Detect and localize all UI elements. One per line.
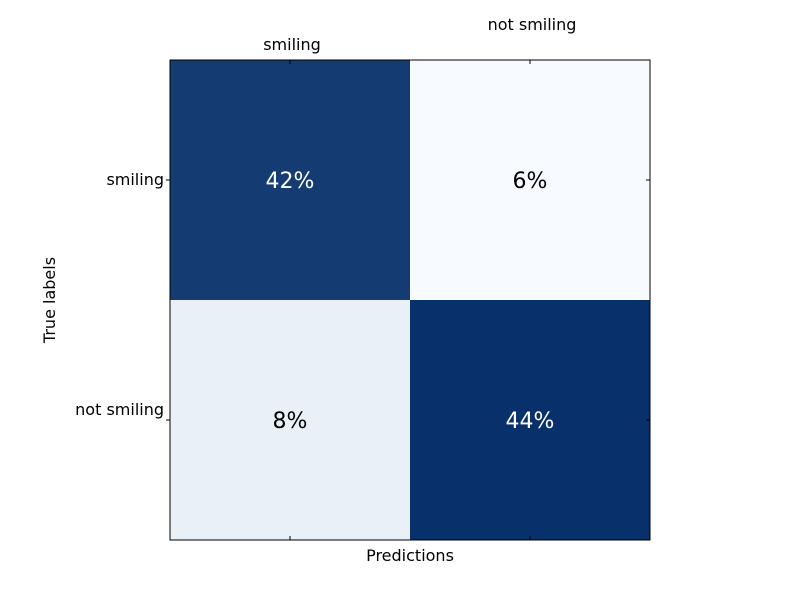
x-axis-label: Predictions (366, 546, 454, 565)
tick-marks (166, 60, 650, 540)
cell-value-label-r1-c1: 44% (506, 409, 555, 434)
x-tick-label-1: not smiling (488, 15, 577, 34)
y-tick-label-0: smiling (106, 170, 164, 189)
cell-value-label-r0-c0: 42% (266, 169, 315, 194)
heatmap-cell-r1-c0 (170, 300, 410, 540)
x-tick-label-0: smiling (263, 35, 321, 54)
heatmap-cell-r0-c0 (170, 60, 410, 300)
y-axis-label: True labels (40, 257, 59, 344)
cell-value-label-r1-c0: 8% (273, 409, 308, 434)
cell-value-label-r0-c1: 6% (513, 169, 548, 194)
heatmap-cell-r1-c1 (410, 300, 650, 540)
plot-frame (169, 59, 651, 541)
heatmap-cell-r0-c1 (410, 60, 650, 300)
heatmap-cells: 42% 6% 8% 44% (170, 60, 650, 540)
y-tick-label-1: not smiling (75, 400, 164, 419)
tick-labels: smiling not smiling smiling not smiling (75, 15, 576, 419)
